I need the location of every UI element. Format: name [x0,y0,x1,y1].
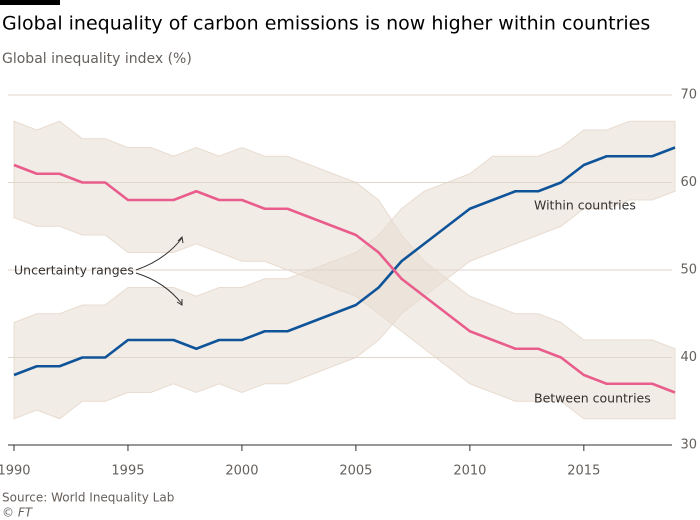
x-tick-label: 2015 [567,464,600,479]
y-tick-label: 70 [680,88,697,103]
series-label: Within countries [534,198,636,213]
y-tick-label: 60 [680,175,697,190]
brand-bar [0,0,60,5]
x-tick-label: 1990 [0,464,31,479]
annotation: Uncertainty ranges [14,263,134,278]
arrow [135,237,183,271]
chart-subtitle: Global inequality index (%) [2,51,192,67]
x-tick-label: 2005 [339,464,372,479]
y-tick-label: 40 [680,350,697,365]
source: Source: World Inequality Lab [2,491,174,505]
x-tick-label: 2010 [453,464,486,479]
credit: © FT [2,506,34,520]
arrowhead [177,235,184,244]
series-label: Between countries [534,391,651,406]
x-tick-label: 2000 [225,464,258,479]
y-tick-label: 30 [680,438,697,453]
x-tick-label: 1995 [111,464,144,479]
arrowhead [176,299,183,306]
chart-title: Global inequality of carbon emissions is… [2,13,650,35]
arrow [135,272,183,305]
y-tick-label: 50 [680,263,697,278]
series-line [13,163,676,394]
series-line [13,146,676,377]
